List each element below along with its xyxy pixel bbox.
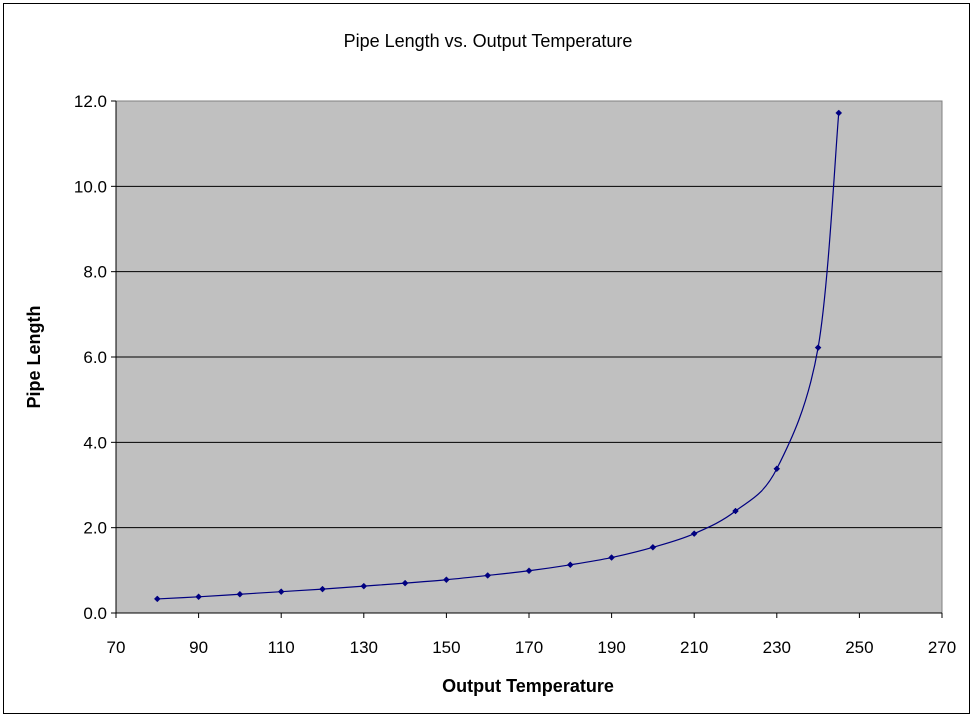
- x-tick-label: 130: [350, 638, 378, 657]
- x-tick-label: 150: [432, 638, 460, 657]
- x-axis-title: Output Temperature: [442, 676, 614, 696]
- x-tick-label: 70: [107, 638, 126, 657]
- data-point: [236, 590, 244, 598]
- data-point: [608, 554, 615, 561]
- y-tick-label: 2.0: [83, 519, 107, 538]
- chart-title: Pipe Length vs. Output Temperature: [344, 31, 633, 51]
- data-point: [195, 593, 202, 601]
- y-axis-ticks: 0.0 2.0 4.0 6.0 8.0 10.0 12.0: [74, 92, 117, 623]
- x-axis-ticks: 70 90 110 130 150 170 190 210 230 250 270: [107, 612, 956, 657]
- data-point: [566, 561, 574, 569]
- data-point: [525, 567, 533, 575]
- y-tick-label: 4.0: [83, 433, 107, 452]
- x-tick-label: 90: [189, 638, 208, 657]
- data-point: [814, 344, 822, 351]
- data-point: [773, 465, 781, 473]
- gridlines: [116, 185, 942, 529]
- x-tick-label: 250: [845, 638, 873, 657]
- data-point: [360, 582, 368, 590]
- y-axis-title: Pipe Length: [24, 306, 44, 409]
- data-point: [484, 572, 492, 579]
- data-point: [443, 576, 450, 584]
- x-tick-label: 270: [928, 638, 956, 657]
- x-tick-label: 230: [763, 638, 791, 657]
- y-tick-label: 0.0: [83, 604, 107, 623]
- data-point: [690, 530, 698, 537]
- x-tick-label: 190: [597, 638, 625, 657]
- y-tick-label: 8.0: [83, 263, 107, 282]
- y-tick-label: 6.0: [83, 348, 107, 367]
- y-tick-label: 12.0: [74, 92, 107, 111]
- y-tick-label: 10.0: [74, 177, 107, 196]
- x-tick-label: 110: [268, 638, 295, 657]
- series: [153, 109, 843, 603]
- data-point: [649, 543, 657, 551]
- x-tick-label: 170: [515, 638, 543, 657]
- x-tick-label: 210: [680, 638, 708, 657]
- data-point: [319, 585, 326, 593]
- data-point: [277, 588, 285, 596]
- data-point: [401, 579, 409, 587]
- data-point: [732, 507, 739, 515]
- data-point: [153, 595, 161, 603]
- data-point: [835, 109, 843, 117]
